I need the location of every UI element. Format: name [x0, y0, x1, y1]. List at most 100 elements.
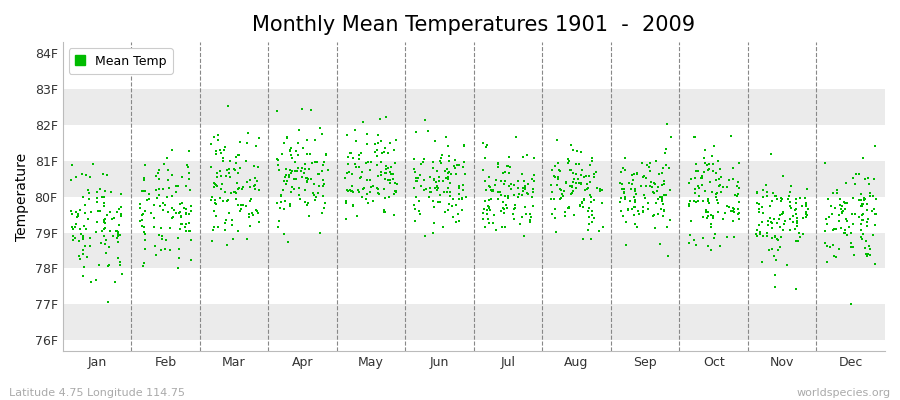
- Point: [378, 195, 392, 201]
- Point: [426, 198, 440, 204]
- Point: [316, 162, 330, 168]
- Point: [304, 107, 319, 114]
- Point: [819, 259, 833, 265]
- Point: [274, 151, 289, 157]
- Point: [368, 148, 382, 155]
- Point: [219, 173, 233, 180]
- Point: [231, 185, 246, 191]
- Point: [430, 187, 445, 193]
- Point: [436, 189, 451, 195]
- Point: [78, 226, 93, 232]
- Point: [64, 208, 78, 214]
- Point: [654, 194, 669, 201]
- Point: [561, 160, 575, 166]
- Point: [645, 184, 660, 190]
- Point: [575, 200, 590, 206]
- Point: [232, 165, 247, 171]
- Point: [649, 158, 663, 164]
- Point: [865, 207, 879, 214]
- Point: [764, 218, 778, 225]
- Point: [360, 177, 374, 183]
- Point: [427, 204, 441, 210]
- Point: [340, 186, 355, 193]
- Point: [523, 218, 537, 225]
- Point: [68, 174, 83, 180]
- Point: [206, 180, 220, 186]
- Point: [662, 187, 677, 194]
- Point: [286, 176, 301, 182]
- Point: [503, 164, 517, 170]
- Point: [581, 173, 596, 179]
- Point: [662, 165, 677, 172]
- Point: [651, 183, 665, 190]
- Point: [581, 227, 596, 234]
- Point: [149, 252, 164, 258]
- Point: [727, 208, 742, 215]
- Point: [832, 212, 846, 218]
- Point: [761, 246, 776, 253]
- Point: [486, 188, 500, 194]
- Point: [370, 162, 384, 168]
- Point: [112, 206, 126, 213]
- Point: [826, 227, 841, 233]
- Point: [236, 184, 250, 190]
- Point: [221, 196, 236, 203]
- Point: [280, 134, 294, 140]
- Point: [134, 217, 148, 223]
- Point: [799, 200, 814, 206]
- Point: [822, 214, 836, 220]
- Point: [616, 165, 630, 171]
- Point: [480, 211, 494, 218]
- Point: [655, 196, 670, 202]
- Point: [65, 211, 79, 217]
- Point: [215, 158, 230, 164]
- Point: [637, 195, 652, 201]
- Point: [519, 152, 534, 158]
- Point: [136, 262, 150, 269]
- Point: [584, 199, 598, 205]
- Point: [151, 192, 166, 199]
- Point: [214, 150, 229, 156]
- Point: [789, 220, 804, 226]
- Point: [317, 181, 331, 187]
- Point: [770, 236, 784, 242]
- Point: [498, 193, 512, 199]
- Point: [682, 180, 697, 186]
- Point: [76, 272, 91, 279]
- Point: [101, 298, 115, 305]
- Point: [728, 192, 742, 198]
- Point: [687, 198, 701, 204]
- Point: [278, 172, 293, 178]
- Point: [507, 182, 521, 188]
- Point: [295, 164, 310, 171]
- Point: [137, 188, 151, 194]
- Point: [426, 165, 440, 171]
- Point: [341, 161, 356, 168]
- Point: [800, 186, 814, 192]
- Point: [156, 200, 170, 206]
- Point: [640, 200, 654, 207]
- Point: [159, 154, 174, 161]
- Point: [156, 186, 170, 192]
- Point: [482, 197, 496, 203]
- Point: [436, 188, 451, 195]
- Point: [858, 175, 872, 182]
- Point: [433, 199, 447, 205]
- Point: [276, 206, 291, 212]
- Point: [518, 204, 532, 210]
- Point: [372, 190, 386, 197]
- Point: [292, 185, 306, 191]
- Point: [820, 221, 834, 227]
- Point: [571, 175, 585, 182]
- Point: [113, 211, 128, 217]
- Point: [115, 271, 130, 278]
- Point: [789, 238, 804, 244]
- Point: [440, 170, 454, 176]
- Point: [179, 211, 194, 217]
- Point: [688, 190, 702, 197]
- Point: [270, 108, 284, 114]
- Point: [68, 235, 83, 242]
- Point: [218, 227, 232, 233]
- Point: [698, 188, 713, 194]
- Point: [663, 217, 678, 223]
